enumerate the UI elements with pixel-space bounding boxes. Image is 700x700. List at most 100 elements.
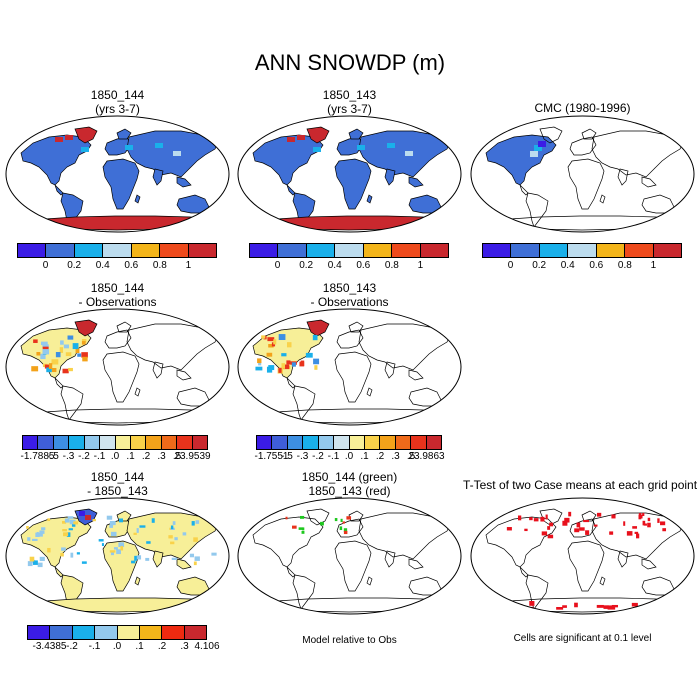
land-scandinavia (348, 128, 364, 140)
colorbar-swatch (392, 244, 421, 257)
colorbar-swatch (117, 626, 140, 639)
colorbar-tick-label: .2 (375, 451, 385, 462)
land-southAmerica (525, 192, 549, 228)
land-india (384, 168, 396, 186)
land-africa (567, 158, 605, 210)
map-panel-1 (5, 115, 230, 233)
land-northAmerica (20, 516, 92, 568)
land-africa (334, 158, 372, 210)
land-europe (336, 518, 364, 538)
colorbar-swatch (250, 244, 279, 257)
land-seasia (176, 176, 192, 188)
land-antarctica (268, 215, 444, 231)
colorbar-swatch (483, 244, 512, 257)
colorbar-swatch (625, 244, 654, 257)
land-africa (334, 540, 372, 592)
colorbar-tick-label: 0 (274, 260, 281, 271)
colorbar-swatch (335, 244, 364, 257)
land-greenland (539, 126, 563, 144)
colorbar-swatch (349, 436, 365, 449)
land-southAmerica (292, 574, 316, 610)
colorbar-swatch (131, 244, 161, 257)
land-northAmerica (252, 516, 324, 568)
colorbar-tick-label: 0.4 (327, 260, 342, 271)
land-seasia (408, 558, 424, 570)
colorbar-tick-label: .2 (141, 451, 151, 462)
panel-7-title: 1850_144 (green) 1850_143 (red) (301, 470, 398, 498)
land-europe (104, 329, 132, 349)
land-seasia (176, 558, 192, 570)
colorbar-tick-label: 0.6 (589, 260, 604, 271)
land-madagascar (134, 387, 141, 397)
land-europe (569, 136, 597, 156)
colorbar-labels-panel-2: 0 0.2 0.4 0.6 0.8 1 (249, 260, 449, 274)
colorbar-panel-3 (482, 243, 682, 258)
colorbar-swatch (46, 244, 75, 257)
map-border (5, 115, 230, 233)
colorbar-swatch (162, 626, 185, 639)
panel-3-title: CMC (1980-1996) (534, 101, 631, 115)
colorbar-tick-label: -.1 (88, 641, 101, 652)
panel-5-title: 1850_143- Observations (310, 281, 389, 309)
land-centralAm (286, 184, 296, 196)
colorbar-panel-5 (256, 435, 442, 450)
colorbar-labels-panel-3: 0 0.2 0.4 0.6 0.8 1 (482, 260, 682, 274)
land-india (384, 361, 396, 379)
colorbar-swatch (395, 436, 412, 449)
colorbar-tick-label: 0.8 (617, 260, 632, 271)
land-greenland (74, 126, 98, 144)
land-scandinavia (581, 128, 597, 140)
colorbar-tick-label: 0.8 (384, 260, 399, 271)
figure-title: ANN SNOWDP (m) (254, 50, 446, 75)
colorbar-swatch (18, 244, 47, 257)
colorbar-swatch (53, 436, 70, 449)
colorbar-swatch (303, 436, 319, 449)
colorbar-swatch (160, 244, 189, 257)
colorbar-swatch (38, 436, 54, 449)
land-centralAm (519, 184, 529, 196)
colorbar-swatch (184, 626, 206, 639)
colorbar-swatch (596, 244, 626, 257)
colorbar-tick-label: 1 (185, 260, 192, 271)
map-panel-3 (470, 115, 695, 233)
land-india (152, 550, 164, 568)
colorbar-swatch (115, 436, 131, 449)
colorbar-tick-label: 23.9863 (408, 451, 445, 462)
colorbar-tick-label: .5 (172, 451, 182, 462)
colorbar-tick-label: .0 (344, 451, 354, 462)
colorbar-swatch (72, 626, 96, 639)
colorbar-swatch (161, 436, 178, 449)
colorbar-tick-label: 0.2 (299, 260, 314, 271)
colorbar-swatch (653, 244, 681, 257)
colorbar-tick-label: 0.6 (124, 260, 139, 271)
colorbar-tick-label: -.3 (296, 451, 309, 462)
map-border (5, 308, 230, 426)
colorbar-swatch (568, 244, 597, 257)
map-border (470, 497, 695, 615)
colorbar-tick-label: 0.2 (532, 260, 547, 271)
colorbar-swatch (380, 436, 396, 449)
colorbar-swatch (318, 436, 335, 449)
land-india (384, 550, 396, 568)
land-africa (102, 351, 140, 403)
colorbar-swatch (411, 436, 427, 449)
map-border (237, 115, 462, 233)
map-panel-7 (237, 497, 462, 615)
map-panel-8 (470, 497, 695, 615)
colorbar-tick-label: .1 (360, 451, 369, 462)
land-seasia (408, 369, 424, 381)
land-india (152, 168, 164, 186)
colorbar-tick-label: -.5 (281, 451, 293, 462)
note-model-relative: Model relative to Obs (302, 635, 397, 646)
land-centralAm (54, 377, 64, 389)
land-seasia (641, 558, 657, 570)
land-seasia (408, 176, 424, 188)
land-africa (102, 158, 140, 210)
land-madagascar (134, 194, 141, 204)
colorbar-swatch (306, 244, 336, 257)
colorbar-tick-label: -1.7885 (20, 451, 55, 462)
land-madagascar (366, 194, 373, 204)
colorbar-swatch (69, 436, 85, 449)
land-greenland (306, 508, 330, 526)
land-india (152, 361, 164, 379)
